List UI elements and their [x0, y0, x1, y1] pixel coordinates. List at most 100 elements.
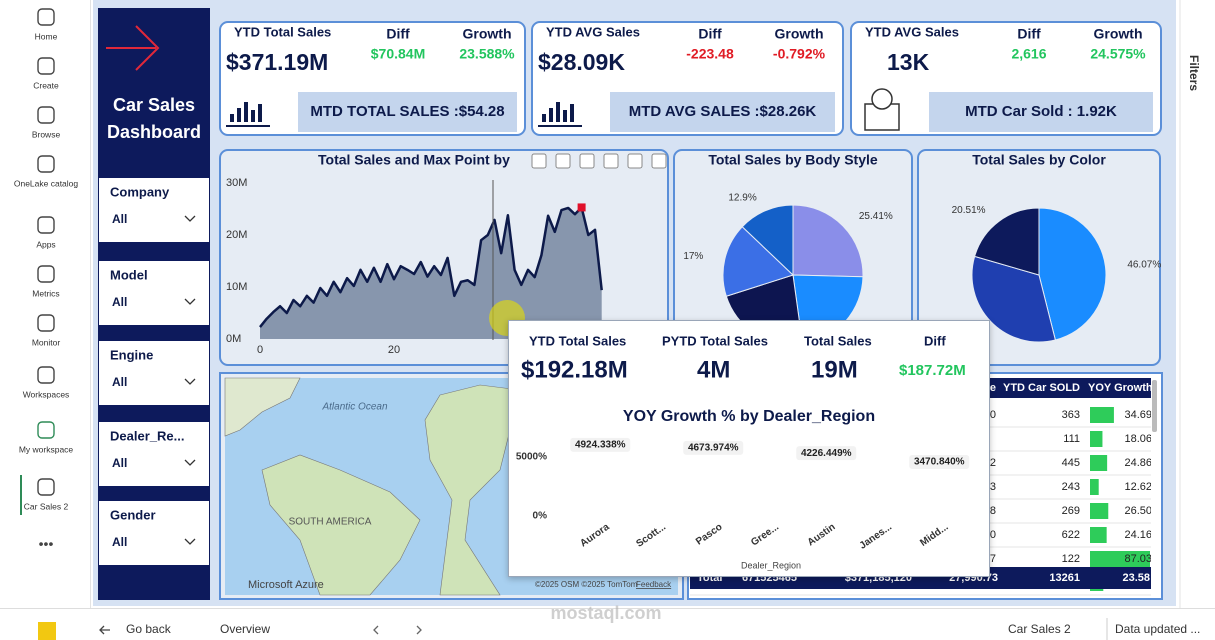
- slicer-box[interactable]: [99, 178, 209, 242]
- kpi-icon-bar: [251, 110, 255, 122]
- nav-item[interactable]: Browse: [32, 106, 61, 139]
- slicer-box[interactable]: [99, 261, 209, 325]
- growth-bar: [1090, 551, 1150, 567]
- report-name: Car Sales 2: [1008, 622, 1071, 636]
- dashboard-title: Car Sales Dashboard: [106, 95, 202, 142]
- map-feedback[interactable]: Feedback: [636, 580, 672, 589]
- slicer[interactable]: Dealer_Re... All: [99, 422, 209, 486]
- slicer[interactable]: Model All: [99, 261, 209, 325]
- table-cell: 622: [1062, 529, 1080, 541]
- kpi-diff: $70.84M: [371, 46, 425, 62]
- table-cell: 24.86: [1124, 457, 1152, 469]
- kpi-growth-label: Growth: [1094, 26, 1143, 42]
- kpi-diff-label: Diff: [386, 26, 410, 42]
- nav-item[interactable]: Apps: [36, 216, 56, 249]
- kpi-icon-badge: [871, 88, 893, 110]
- toolbar-icon[interactable]: [651, 153, 667, 169]
- nav-item[interactable]: My workspace: [19, 421, 74, 454]
- page-selector[interactable]: Overview: [220, 622, 270, 636]
- nav-label[interactable]: Create: [33, 80, 59, 90]
- nav-label[interactable]: OneLake catalog: [14, 178, 79, 188]
- slicer-label: Engine: [110, 347, 153, 362]
- nav-icon: [37, 216, 55, 234]
- x-tick-label: Gree...: [749, 521, 781, 548]
- nav-item[interactable]: Home: [35, 8, 58, 41]
- chart-title: Total Sales by Body Style: [708, 152, 878, 168]
- toolbar-icon[interactable]: [579, 153, 595, 169]
- x-tick-label: Austin: [806, 522, 838, 549]
- tooltip-canvas: YTD Total Sales $192.18M PYTD Total Sales 4…: [516, 333, 970, 570]
- map-land: [261, 454, 421, 596]
- toolbar-icon[interactable]: [627, 153, 643, 169]
- nav-more[interactable]: •••: [39, 536, 54, 552]
- nav-item[interactable]: Monitor: [32, 314, 61, 347]
- table-cell: 122: [1062, 553, 1080, 565]
- nav-label[interactable]: Home: [35, 31, 58, 41]
- chart-title: Total Sales and Max Point by: [318, 152, 510, 168]
- toolbar-icon[interactable]: [603, 153, 619, 169]
- x-tick-label: Pasco: [694, 522, 724, 548]
- nav-icon: [37, 478, 55, 496]
- slicer[interactable]: Gender All: [99, 501, 209, 565]
- kpi-mtd: MTD Car Sold : 1.92K: [965, 103, 1117, 120]
- y-tick-label: 5000%: [516, 452, 547, 463]
- value-label: 4673.974%: [688, 442, 739, 453]
- nav-icon: [37, 265, 55, 283]
- nav-item[interactable]: OneLake catalog: [14, 155, 79, 188]
- kpi-growth-label: Growth: [463, 26, 512, 42]
- slicer-box[interactable]: [99, 501, 209, 565]
- toolbar-icon[interactable]: [531, 153, 547, 169]
- kpi-icon-bar: [570, 104, 574, 122]
- kpi-title: YTD AVG Sales: [546, 24, 640, 39]
- y-tick-label: 20M: [226, 229, 247, 241]
- kpi-diff-label: Diff: [698, 26, 722, 42]
- table-cell: 243: [1062, 481, 1080, 493]
- tooltip-kpi-label: Diff: [924, 333, 946, 348]
- nav-icon: [37, 106, 55, 124]
- pie-chart: Total Sales by Body Style 25.41% 17% 12.9%: [673, 149, 913, 366]
- table-cell: 445: [1062, 457, 1080, 469]
- slicer[interactable]: Engine All: [99, 341, 209, 405]
- nav-item[interactable]: Workspaces: [23, 366, 70, 399]
- kpi-mtd: MTD AVG SALES :$28.26K: [629, 103, 817, 120]
- kpi-value: $371.19M: [226, 49, 328, 75]
- app-icon: [38, 622, 56, 640]
- chart-title: YOY Growth % by Dealer_Region: [623, 408, 875, 425]
- pager[interactable]: [373, 625, 422, 635]
- slicer-box[interactable]: [99, 422, 209, 486]
- max-point: [577, 203, 586, 212]
- slicer-label: Dealer_Re...: [110, 428, 184, 443]
- nav-label[interactable]: Workspaces: [23, 389, 70, 399]
- kpi-card: YTD Total Sales $371.19M Diff $70.84M Growth…: [219, 21, 526, 136]
- toolbar-icon[interactable]: [555, 153, 571, 169]
- x-tick-label: Midd...: [918, 521, 950, 548]
- value-label: 4924.338%: [575, 440, 626, 451]
- x-axis-title: Dealer_Region: [741, 560, 801, 570]
- slicer-chevron: [184, 298, 196, 305]
- nav-label[interactable]: Metrics: [32, 288, 59, 298]
- filters-label[interactable]: Filters: [1187, 55, 1201, 91]
- table-cell: 12.62: [1124, 481, 1152, 493]
- kpi-icon-bar: [542, 114, 546, 122]
- nav-label[interactable]: My workspace: [19, 444, 74, 454]
- table-cell: 87.03: [1124, 553, 1152, 565]
- kpi-mtd: MTD TOTAL SALES :$54.28: [310, 103, 504, 120]
- nav-item[interactable]: Create: [33, 57, 59, 90]
- nav-icon: [37, 57, 55, 75]
- nav-item[interactable]: Car Sales 2: [24, 478, 69, 511]
- nav-label[interactable]: Apps: [36, 239, 55, 249]
- table-cell: 18.06: [1124, 433, 1152, 445]
- nav-item[interactable]: Metrics: [32, 265, 60, 298]
- x-tick-label: 0: [257, 344, 263, 356]
- slicer[interactable]: Company All: [99, 178, 209, 242]
- slicer-box[interactable]: [99, 341, 209, 405]
- growth-bar: [1090, 479, 1099, 495]
- go-back[interactable]: Go back: [126, 622, 172, 636]
- nav-label[interactable]: Browse: [32, 129, 61, 139]
- nav-icon: [37, 366, 55, 384]
- y-tick-label: 0M: [226, 333, 241, 345]
- nav-label[interactable]: Monitor: [32, 337, 61, 347]
- nav-label[interactable]: Car Sales 2: [24, 501, 69, 511]
